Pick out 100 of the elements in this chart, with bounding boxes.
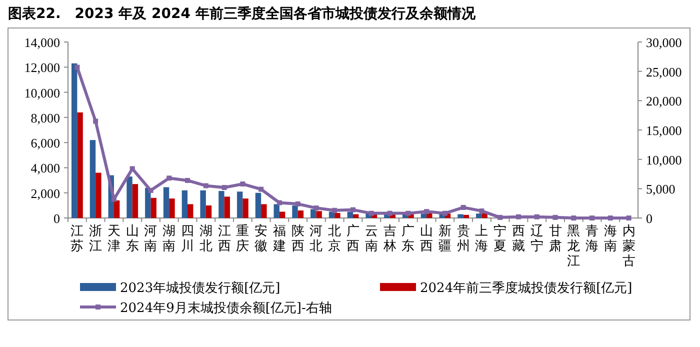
x-tick-label: 北京 — [328, 224, 342, 254]
point — [479, 208, 484, 214]
x-tick-label: 广西 — [346, 224, 360, 254]
bar — [188, 204, 194, 218]
bar — [310, 209, 316, 218]
point — [332, 208, 338, 213]
x-tick-label: 湖北 — [199, 224, 212, 254]
y2-tick-label: 5,000 — [646, 182, 676, 197]
point — [93, 118, 98, 124]
bar — [71, 63, 78, 218]
bar — [347, 212, 353, 218]
y2-tick-label: 0 — [646, 211, 652, 226]
point — [222, 184, 227, 190]
bar — [255, 192, 262, 218]
point — [258, 186, 264, 192]
x-tick-label: 上海 — [475, 224, 488, 254]
bar — [206, 205, 212, 218]
bar — [279, 212, 286, 218]
x-tick-label: 江苏 — [70, 224, 84, 254]
x-tick-label: 河北 — [310, 224, 323, 254]
bar — [218, 190, 224, 218]
x-tick-label: 浙江 — [89, 224, 102, 254]
point — [240, 181, 246, 186]
x-tick-label: 内蒙古 — [622, 224, 636, 269]
bar — [182, 190, 188, 218]
point — [295, 201, 300, 206]
x-tick-label: 四川 — [181, 224, 194, 254]
x-tick-label: 辽宁 — [530, 224, 544, 254]
point — [111, 196, 116, 202]
point — [424, 209, 430, 214]
point — [552, 214, 558, 220]
bar — [463, 214, 470, 218]
x-tick-label: 青海 — [586, 224, 599, 254]
bar — [236, 192, 243, 218]
bar — [200, 190, 206, 218]
x-tick-label: 黑龙江 — [567, 224, 580, 269]
x-tick-label: 安徽 — [254, 223, 268, 254]
point — [368, 210, 374, 216]
x-tick-label: 重庆 — [236, 224, 250, 254]
bar — [274, 204, 280, 218]
point — [498, 214, 503, 220]
x-tick-label: 吉林 — [382, 224, 396, 254]
point — [314, 206, 319, 211]
y-tick-label: 0 — [54, 211, 60, 226]
point — [626, 216, 632, 220]
x-tick-label: 福建 — [272, 224, 286, 254]
bar — [90, 140, 96, 218]
x-tick-label: 新疆 — [438, 224, 452, 254]
y-tick-label: 6,000 — [30, 136, 60, 151]
x-tick-label: 贵州 — [456, 224, 470, 254]
y2-tick-label: 10,000 — [646, 152, 682, 168]
bar — [224, 196, 230, 218]
point — [350, 207, 356, 212]
legend-label: 2024年前三季度城投债发行额[亿元] — [420, 280, 632, 296]
bar — [316, 211, 322, 218]
point — [516, 214, 521, 220]
x-tick-label: 湖南 — [162, 224, 176, 254]
bar — [476, 214, 482, 218]
x-tick-label: 宁夏 — [494, 223, 507, 254]
x-tick-label: 天津 — [107, 224, 120, 254]
bar — [292, 205, 298, 218]
bar — [242, 198, 248, 218]
bar — [334, 212, 340, 218]
x-tick-label: 陕西 — [291, 224, 304, 254]
y2-tick-label: 30,000 — [646, 35, 682, 50]
bar — [77, 112, 83, 218]
y-tick-label: 4,000 — [30, 160, 60, 176]
x-tick-label: 广东 — [402, 224, 415, 254]
point — [185, 178, 190, 183]
chart-title: 图表22. 2023 年及 2024 年前三季度全国各省市城投债发行及余额情况 — [8, 5, 476, 22]
x-tick-label: 山东 — [126, 224, 139, 254]
y-tick-label: 2,000 — [30, 186, 60, 201]
bar — [150, 198, 156, 218]
bar — [298, 210, 304, 218]
bar — [114, 200, 120, 218]
bar — [420, 214, 427, 218]
point — [534, 214, 540, 220]
y2-tick-label: 15,000 — [646, 123, 682, 138]
y-tick-label: 14,000 — [24, 35, 60, 50]
bar — [458, 214, 464, 218]
bar — [163, 187, 170, 218]
x-tick-label: 甘肃 — [548, 224, 562, 254]
y2-tick-label: 25,000 — [646, 64, 682, 80]
point — [406, 210, 411, 216]
x-tick-label: 山西 — [420, 224, 434, 254]
point — [571, 216, 576, 220]
y2-tick-label: 20,000 — [646, 94, 682, 109]
bar — [261, 204, 267, 218]
point — [74, 64, 80, 70]
x-tick-label: 河南 — [144, 224, 158, 254]
bar — [126, 176, 132, 218]
x-tick-label: 江西 — [218, 224, 231, 254]
x-tick-label: 云南 — [364, 224, 378, 254]
legend-label: 2023年城投债发行额[亿元] — [120, 281, 280, 296]
point — [166, 176, 172, 181]
bar — [132, 184, 138, 218]
point — [148, 188, 154, 193]
bar — [96, 172, 102, 218]
point — [460, 204, 466, 210]
point — [387, 210, 392, 216]
